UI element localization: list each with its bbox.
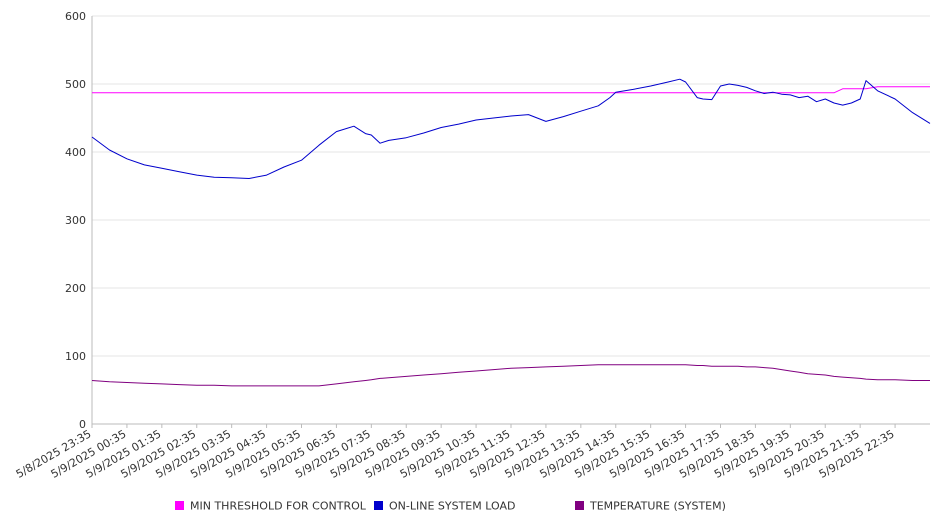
legend-swatch bbox=[175, 501, 184, 510]
legend-label: TEMPERATURE (SYSTEM) bbox=[589, 500, 726, 513]
y-tick-label: 400 bbox=[65, 146, 86, 159]
legend-label: ON-LINE SYSTEM LOAD bbox=[389, 500, 515, 513]
series-line-0 bbox=[92, 86, 930, 94]
y-axis-ticks: 0 100 200 300 400 500 600 bbox=[65, 10, 86, 431]
y-tick-label: 0 bbox=[79, 418, 86, 431]
y-tick-label: 600 bbox=[65, 10, 86, 23]
legend-label: MIN THRESHOLD FOR CONTROL bbox=[190, 500, 367, 513]
legend-swatch bbox=[374, 501, 383, 510]
legend-swatch bbox=[575, 501, 584, 510]
series-lines bbox=[91, 78, 931, 387]
legend: MIN THRESHOLD FOR CONTROL ON-LINE SYSTEM … bbox=[175, 500, 726, 513]
y-tick-label: 100 bbox=[65, 350, 86, 363]
axes bbox=[91, 16, 930, 425]
x-axis-ticks: 5/8/2025 23:355/9/2025 00:355/9/2025 01:… bbox=[14, 424, 897, 481]
y-tick-label: 300 bbox=[65, 214, 86, 227]
gridlines bbox=[92, 15, 930, 357]
series-line-2 bbox=[91, 364, 930, 387]
series-line-1 bbox=[91, 78, 931, 179]
y-tick-label: 500 bbox=[65, 78, 86, 91]
y-tick-label: 200 bbox=[65, 282, 86, 295]
